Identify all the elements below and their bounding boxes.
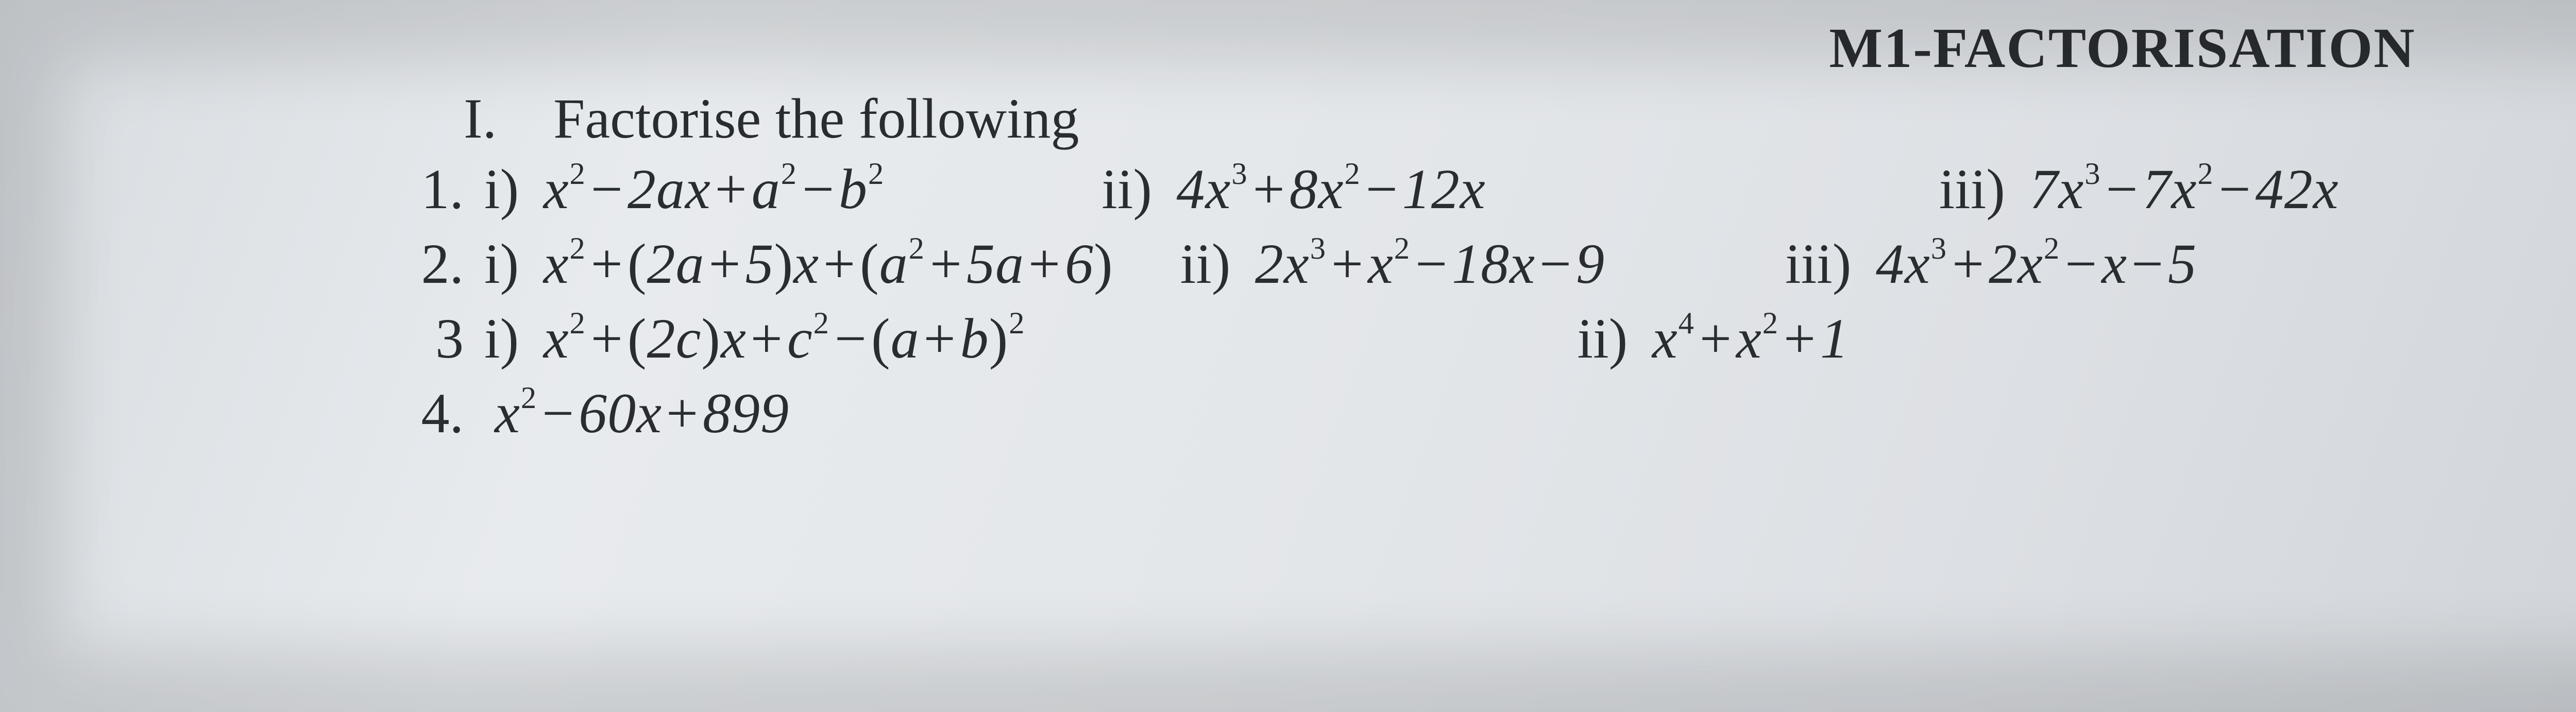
heading-roman: I.	[464, 87, 497, 150]
math-expression: 2x3+x2−18x−9	[1255, 232, 1605, 295]
question-row: 3 i) x2+(2c)x+c2−(a+b)2 ii) x4+x2+1	[41, 306, 2576, 371]
math-expression: 4x3+2x2−x−5	[1876, 232, 2197, 295]
question-row: 2. i) x2+(2a+5)x+(a2+5a+6) ii) 2x3+x2−18…	[41, 231, 2576, 297]
question-items: i) x2+(2c)x+c2−(a+b)2 ii) x4+x2+1	[484, 306, 2576, 371]
question-number: 4.	[376, 381, 464, 446]
item-label: iii)	[1785, 232, 1851, 295]
question-item: iii) 7x3−7x2−42x	[1939, 157, 2339, 222]
question-row: 4. x2−60x+899	[41, 381, 2576, 446]
item-label: ii)	[1180, 232, 1231, 295]
section-heading: I. Factorise the following	[464, 86, 2576, 151]
item-label: i)	[484, 307, 519, 370]
question-item: ii) x4+x2+1	[1578, 306, 1850, 371]
heading-text: Factorise the following	[553, 87, 1079, 150]
math-expression: 4x3+8x2−12x	[1177, 158, 1486, 221]
item-label: iii)	[1939, 158, 2005, 221]
item-label: ii)	[1101, 158, 1152, 221]
question-items: x2−60x+899	[484, 381, 2576, 446]
question-item: ii) 2x3+x2−18x−9	[1180, 231, 1605, 297]
math-expression: 7x3−7x2−42x	[2029, 158, 2338, 221]
question-item: i) x2−2ax+a2−b2	[484, 157, 885, 222]
math-expression: x2+(2c)x+c2−(a+b)2	[544, 307, 1026, 370]
question-items: i) x2−2ax+a2−b2 ii) 4x3+8x2−12x iii) 7x3…	[484, 157, 2576, 222]
question-item: ii) 4x3+8x2−12x	[1101, 157, 1485, 222]
question-row: 1. i) x2−2ax+a2−b2 ii) 4x3+8x2−12x iii) …	[41, 157, 2576, 222]
item-label: i)	[484, 232, 519, 295]
question-item: iii) 4x3+2x2−x−5	[1785, 231, 2197, 297]
question-number: 2.	[376, 231, 464, 297]
math-expression: x2−2ax+a2−b2	[544, 158, 886, 221]
question-item: i) x2+(2a+5)x+(a2+5a+6)	[484, 231, 1113, 297]
math-expression: x2+(2a+5)x+(a2+5a+6)	[544, 232, 1113, 295]
worksheet-page: M1-FACTORISATION I. Factorise the follow…	[0, 0, 2576, 712]
page-title: M1-FACTORISATION	[659, 15, 2576, 81]
question-number: 1.	[376, 157, 464, 222]
question-number: 3	[376, 306, 464, 371]
item-label: i)	[484, 158, 519, 221]
math-expression: x2−60x+899	[495, 382, 789, 445]
math-expression: x4+x2+1	[1652, 307, 1849, 370]
question-item: i) x2+(2c)x+c2−(a+b)2	[484, 306, 1026, 371]
question-items: i) x2+(2a+5)x+(a2+5a+6) ii) 2x3+x2−18x−9…	[484, 231, 2576, 297]
item-label: ii)	[1578, 307, 1628, 370]
question-item: x2−60x+899	[484, 381, 789, 446]
